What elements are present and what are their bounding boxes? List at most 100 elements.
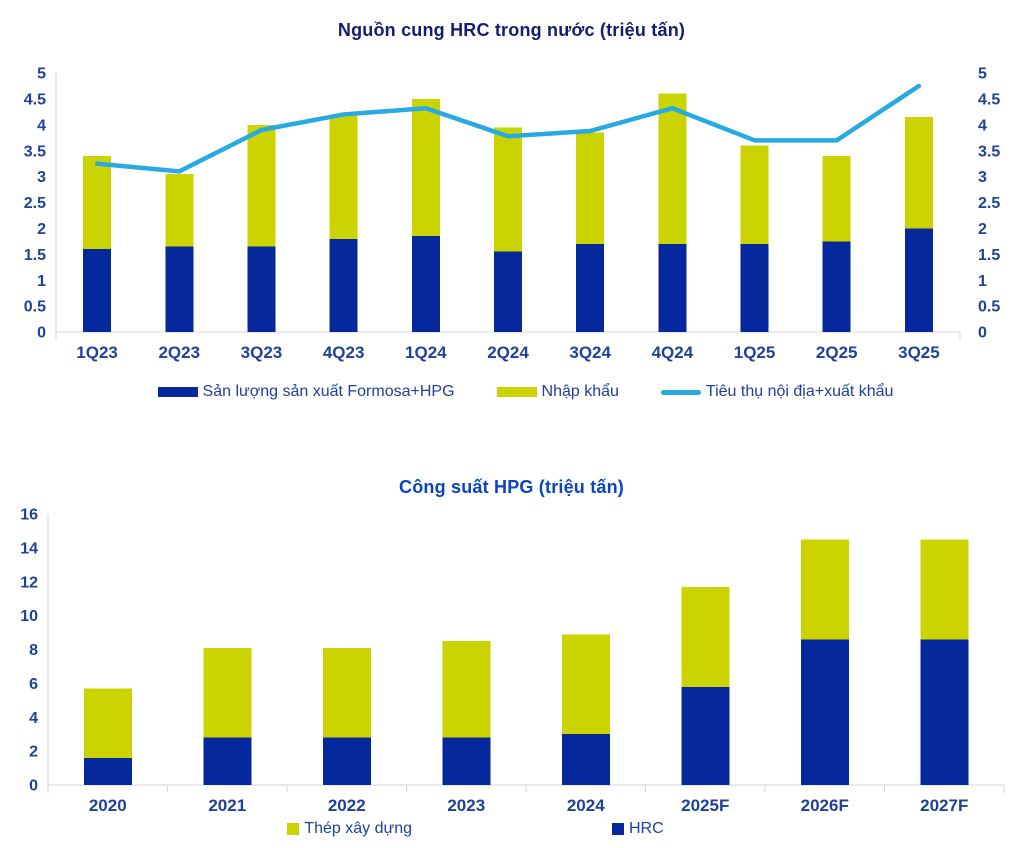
bar-segment — [920, 539, 969, 640]
bar-segment — [411, 236, 440, 332]
x-axis-category-label: 2022 — [328, 796, 366, 815]
legend-item: Tiêu thụ nội địa+xuất khẩu — [660, 383, 894, 401]
y-axis-tick-label: 0.5 — [24, 299, 46, 316]
legend-item: Thép xây dựng — [287, 820, 412, 838]
bar-segment — [83, 688, 132, 758]
bar-segment — [561, 734, 610, 785]
y-axis-tick-label: 2 — [37, 221, 46, 238]
x-axis-category-label: 3Q23 — [241, 343, 283, 362]
hpg-capacity-plot: 0 2 4 6 8 10 12 14 16 2020 2021 2022 2023 2024 2025F 20… — [20, 507, 1005, 815]
bar-segment — [83, 757, 132, 785]
x-axis-category-label: 4Q23 — [323, 343, 365, 362]
right-axis-tick-label: 5 — [978, 66, 987, 83]
trend-line — [94, 83, 922, 174]
right-axis-tick-label: 0 — [978, 325, 987, 342]
hpg-capacity-chart: Công suất HPG (triệu tấn) 0 2 4 6 8 10 12 14 16 2… — [0, 460, 1023, 848]
legend-marker-rect — [496, 387, 537, 397]
bar-segment — [203, 647, 252, 738]
y-axis-tick-label: 3.5 — [24, 143, 46, 160]
bar-segment — [658, 93, 687, 244]
right-axis-tick-label: 2.5 — [978, 195, 1000, 212]
bar-segment — [904, 228, 933, 332]
right-axis-tick-label: 4 — [978, 117, 987, 134]
x-axis-category-label: 2027F — [920, 796, 968, 815]
legend-label: Sản lượng sản xuất Formosa+HPG — [202, 383, 455, 400]
y-axis-tick-label: 16 — [20, 507, 38, 524]
x-axis-category-label: 1Q24 — [405, 343, 447, 362]
y-axis-tick-label: 4 — [37, 117, 46, 134]
bar-segment — [329, 114, 358, 239]
y-axis-tick-label: 14 — [20, 540, 38, 557]
bar-segment — [576, 243, 605, 332]
bar-segment — [681, 586, 730, 687]
bar-segment — [442, 737, 491, 785]
x-axis-category-label: 2023 — [447, 796, 485, 815]
y-axis-tick-label: 2.5 — [24, 195, 46, 212]
bar-segment — [83, 249, 112, 332]
bar-segment — [740, 145, 769, 244]
legend-item: Sản lượng sản xuất Formosa+HPG — [157, 383, 455, 401]
bar-segment — [494, 127, 522, 252]
right-axis-tick-label: 0.5 — [978, 299, 1000, 316]
x-axis-category-label: 3Q25 — [898, 343, 940, 362]
bar-segment — [329, 238, 358, 332]
x-axis-category-label: 1Q23 — [76, 343, 118, 362]
bar-segment — [800, 639, 849, 785]
y-axis-tick-label: 4.5 — [24, 92, 46, 109]
bar-segment — [442, 641, 491, 738]
y-axis-tick-label: 6 — [29, 676, 38, 693]
hrc-supply-legend: Sản lượng sản xuất Formosa+HPG Nhập khẩu T… — [14, 383, 1023, 401]
hpg-capacity-title: Công suất HPG (triệu tấn) — [399, 477, 624, 497]
bar-segment — [822, 155, 851, 242]
legend-marker-square — [612, 823, 624, 835]
legend-label: Thép xây dựng — [304, 820, 412, 837]
right-axis-tick-label: 3.5 — [978, 143, 1000, 160]
right-axis-tick-label: 3 — [978, 169, 987, 186]
y-axis-tick-label: 1.5 — [24, 247, 46, 264]
y-axis-tick-label: 3 — [37, 169, 46, 186]
legend-marker-line — [660, 389, 701, 395]
bar-segment — [576, 132, 605, 244]
hrc-supply-plot: 0 0.5 1 1.5 2 2.5 3 3.5 4 4.5 5 0 0.5 1 1.5 2 2.5 3 3.5 4 4.… — [24, 66, 1001, 362]
bar-segment — [203, 737, 252, 785]
x-axis-category-label: 2Q23 — [158, 343, 200, 362]
y-axis-tick-label: 0 — [29, 778, 38, 795]
x-axis-category-label: 2026F — [801, 796, 849, 815]
bar-segment — [681, 686, 730, 785]
bar-segment — [83, 155, 112, 250]
x-axis-category-label: 2025F — [681, 796, 729, 815]
y-axis-tick-label: 8 — [29, 642, 38, 659]
x-axis-category-label: 4Q24 — [652, 343, 694, 362]
y-axis-tick-label: 12 — [20, 574, 38, 591]
hpg-capacity-legend: Thép xây dựng HRC — [0, 820, 987, 838]
bar-segment — [658, 243, 687, 332]
x-axis-category-label: 2Q24 — [487, 343, 529, 362]
legend-item: Nhập khẩu — [496, 383, 619, 401]
x-axis-category-label: 3Q24 — [569, 343, 611, 362]
bar-segment — [561, 634, 610, 735]
bar-segment — [920, 639, 969, 785]
legend-marker-square — [287, 823, 300, 835]
y-axis-tick-label: 2 — [29, 744, 38, 761]
right-axis-tick-label: 1.5 — [978, 247, 1000, 264]
right-axis-tick-label: 2 — [978, 221, 987, 238]
y-axis-tick-label: 10 — [20, 608, 38, 625]
y-axis-tick-label: 0 — [37, 325, 46, 342]
bar-segment — [247, 124, 276, 247]
right-axis-tick-label: 1 — [978, 273, 987, 290]
x-axis-category-label: 2024 — [567, 796, 605, 815]
x-axis-category-label: 2021 — [208, 796, 246, 815]
right-axis-tick-label: 4.5 — [978, 92, 1000, 109]
bar-segment — [322, 737, 371, 785]
y-axis-tick-label: 1 — [37, 273, 46, 290]
legend-marker-rect — [157, 387, 198, 397]
bar-segment — [904, 117, 933, 229]
bar-segment — [247, 246, 276, 332]
hrc-supply-title: Nguồn cung HRC trong nước (triệu tấn) — [337, 20, 686, 40]
bar-segment — [322, 647, 371, 738]
bar-segment — [165, 246, 194, 332]
legend-label: Tiêu thụ nội địa+xuất khẩu — [705, 383, 894, 400]
x-axis-category-label: 2020 — [89, 796, 127, 815]
legend-label: HRC — [629, 820, 664, 837]
